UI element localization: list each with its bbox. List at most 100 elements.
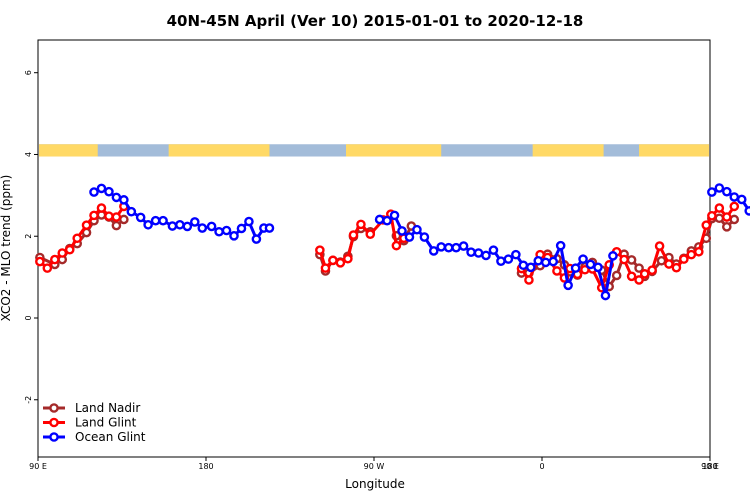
data-point — [578, 254, 588, 264]
data-point — [473, 248, 484, 258]
data-point — [634, 263, 644, 273]
data-point — [389, 210, 400, 221]
data-point — [744, 206, 750, 216]
land-ocean-strip — [39, 144, 709, 157]
data-point — [722, 222, 732, 232]
legend-marker — [49, 403, 59, 413]
data-point — [111, 220, 122, 231]
data-point — [72, 233, 82, 244]
x-axis-label: Longitude — [345, 477, 405, 491]
series-ocean-glint — [89, 183, 750, 301]
data-point — [81, 220, 92, 230]
data-point — [451, 242, 461, 253]
data-point — [707, 210, 717, 221]
legend-marker — [49, 432, 59, 442]
data-point — [679, 254, 689, 264]
x-tick-label: 0 — [539, 462, 544, 471]
y-tick-label: 6 — [24, 70, 33, 75]
x-tick-label: 180 — [702, 462, 717, 471]
data-point — [458, 241, 469, 251]
data-point — [608, 251, 618, 261]
data-point — [57, 248, 68, 258]
data-point — [656, 255, 667, 266]
data-point — [736, 194, 747, 205]
land-band — [168, 144, 270, 157]
x-tick-label: 180 — [198, 462, 213, 471]
data-point — [481, 250, 491, 261]
data-point — [214, 226, 224, 237]
x-tick-label: 90 E — [701, 462, 719, 471]
data-point — [315, 245, 325, 255]
data-point — [104, 186, 114, 197]
data-point — [634, 275, 644, 285]
data-point — [671, 262, 682, 273]
data-point — [488, 245, 499, 255]
data-point — [89, 187, 99, 197]
data-point — [150, 215, 161, 226]
data-point — [96, 203, 107, 213]
legend-marker — [49, 417, 59, 428]
data-point — [496, 256, 506, 266]
data-point — [236, 223, 247, 234]
data-point — [391, 240, 402, 251]
chart-title: 40N-45N April (Ver 10) 2015-01-01 to 202… — [167, 12, 584, 30]
data-point — [143, 219, 153, 230]
data-point — [264, 223, 275, 233]
data-point — [42, 263, 53, 273]
y-tick-label: 2 — [24, 234, 33, 239]
data-point — [585, 259, 596, 270]
data-point — [654, 241, 665, 251]
data-point — [182, 221, 193, 232]
data-point — [328, 255, 338, 266]
data-point — [511, 249, 521, 260]
data-point — [714, 213, 725, 224]
data-point — [524, 275, 534, 285]
data-point — [555, 240, 566, 251]
data-point — [382, 215, 392, 226]
data-point — [229, 231, 239, 241]
data-point — [701, 220, 712, 230]
data-point — [167, 221, 178, 231]
data-point — [443, 242, 454, 253]
data-point — [96, 183, 107, 194]
land-band — [532, 144, 604, 157]
data-point — [64, 244, 75, 255]
data-point — [540, 257, 551, 268]
data-point — [428, 246, 439, 256]
data-point — [722, 212, 732, 222]
data-point — [135, 212, 146, 223]
data-point — [729, 201, 740, 212]
y-tick-label: 4 — [24, 152, 33, 157]
data-point — [404, 232, 415, 242]
land-band — [639, 144, 709, 157]
legend-item: Ocean Glint — [43, 430, 146, 444]
data-point — [175, 219, 185, 230]
y-axis: -2 0 2 4 6 — [24, 70, 38, 404]
data-point — [436, 242, 447, 252]
data-point — [626, 271, 637, 282]
data-point — [419, 232, 430, 242]
data-point — [35, 256, 45, 267]
data-point — [244, 216, 254, 227]
y-tick-label: 0 — [24, 315, 33, 320]
legend-item: Land Nadir — [43, 401, 140, 415]
land-band — [346, 144, 442, 157]
data-point — [50, 254, 60, 265]
data-point — [570, 263, 581, 273]
data-point — [466, 247, 476, 257]
data-point — [714, 183, 725, 193]
data-point — [626, 255, 637, 265]
data-point — [526, 262, 536, 273]
data-point — [365, 229, 376, 239]
data-point — [503, 254, 514, 264]
data-point — [251, 234, 262, 244]
data-point — [619, 254, 629, 265]
data-point — [412, 224, 422, 235]
data-point — [707, 187, 717, 197]
x-tick-label: 90 E — [29, 462, 47, 471]
data-point — [729, 192, 740, 202]
data-point — [89, 210, 99, 221]
data-point — [104, 211, 114, 222]
